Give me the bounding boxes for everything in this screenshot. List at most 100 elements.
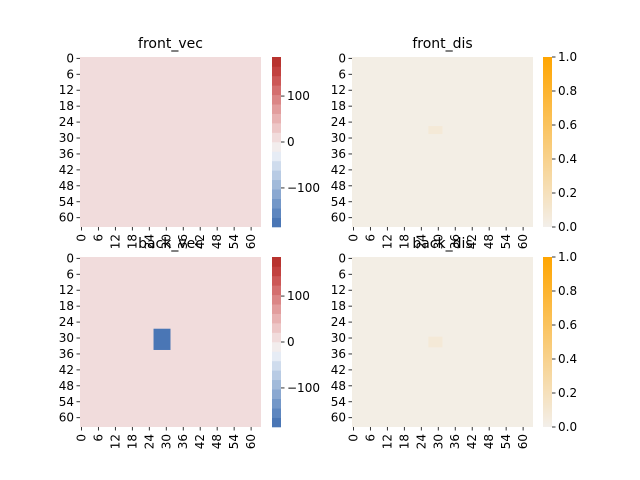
y-tick-label: 48 (59, 379, 74, 393)
heatmap-block (428, 126, 443, 135)
x-tick-label: 0 (346, 234, 360, 242)
panel-title: back_vec (138, 236, 203, 252)
colorbar-band (272, 360, 281, 371)
colorbar-band (272, 132, 281, 143)
colorbar-band (272, 417, 281, 428)
y-tick-label: 12 (59, 83, 74, 97)
x-tick-label: 42 (193, 434, 207, 449)
y-tick-label: 36 (59, 147, 74, 161)
colorbar-tick-label: 0.8 (558, 84, 577, 98)
x-tick-label: 42 (193, 234, 207, 249)
x-tick-label: 48 (210, 434, 224, 449)
y-tick-label: 36 (331, 147, 346, 161)
colorbar-band (272, 66, 281, 77)
x-tick-label: 60 (516, 434, 530, 449)
colorbar-band (272, 170, 281, 181)
y-tick-label: 30 (59, 331, 74, 345)
y-tick-label: 6 (338, 267, 346, 281)
colorbar-band (272, 379, 281, 390)
heatmap-block (153, 328, 171, 350)
colorbar-gradient (543, 57, 552, 227)
x-tick-label: 36 (448, 234, 462, 249)
colorbar-band (272, 142, 281, 152)
x-tick-label: 12 (108, 234, 122, 249)
y-tick-label: 36 (59, 347, 74, 361)
colorbar-tick-label: 0.2 (558, 186, 577, 200)
colorbar-band (272, 75, 281, 86)
y-tick-label: 48 (59, 179, 74, 193)
colorbar-band (272, 332, 281, 343)
colorbar-tick-label: 0.6 (558, 318, 577, 332)
y-tick-label: 42 (59, 163, 74, 177)
x-tick-label: 18 (397, 234, 411, 249)
x-tick-label: 36 (448, 434, 462, 449)
y-tick-label: 6 (66, 267, 74, 281)
y-tick-label: 18 (59, 99, 74, 113)
colorbar-tick-label: 1.0 (558, 50, 577, 64)
x-tick-label: 42 (465, 234, 479, 249)
x-tick-label: 12 (380, 434, 394, 449)
panel-title: front_dis (412, 36, 472, 52)
colorbar-band (272, 294, 281, 305)
y-tick-label: 42 (331, 363, 346, 377)
x-tick-label: 48 (210, 234, 224, 249)
x-tick-label: 24 (142, 434, 156, 449)
x-tick-label: 6 (91, 234, 105, 242)
x-tick-label: 60 (244, 234, 258, 249)
y-tick-label: 12 (331, 283, 346, 297)
y-tick-label: 24 (331, 315, 346, 329)
x-tick-label: 0 (74, 434, 88, 442)
colorbar-band (272, 266, 281, 277)
colorbar-tick-label: −100 (287, 181, 320, 195)
colorbar-band (272, 351, 281, 362)
y-tick-label: 48 (331, 179, 346, 193)
colorbar-band (272, 408, 281, 418)
x-tick-label: 60 (516, 234, 530, 249)
y-tick-label: 18 (331, 299, 346, 313)
y-tick-label: 30 (331, 331, 346, 345)
colorbar-band (272, 208, 281, 218)
y-tick-label: 30 (59, 131, 74, 145)
x-tick-label: 6 (91, 434, 105, 442)
y-tick-label: 30 (331, 131, 346, 145)
y-tick-label: 54 (331, 395, 346, 409)
y-tick-label: 0 (66, 51, 74, 65)
colorbar: −100 0 100 (272, 57, 320, 228)
y-tick-label: 60 (59, 411, 74, 425)
colorbar-tick-label: 1.0 (558, 250, 577, 264)
x-tick-label: 30 (159, 434, 173, 449)
x-tick-label: 24 (142, 234, 156, 249)
x-tick-label: 48 (482, 234, 496, 249)
x-tick-label: 60 (244, 434, 258, 449)
heatmap-background (80, 57, 261, 227)
y-tick-label: 54 (331, 195, 346, 209)
colorbar-band (272, 57, 281, 67)
colorbar: 0.0 0.2 0.4 0.6 0.8 1.0 (543, 50, 577, 234)
panel-title: back_dis (412, 236, 472, 252)
colorbar-band (272, 323, 281, 333)
colorbar-band (272, 113, 281, 124)
colorbar-band (272, 304, 281, 314)
colorbar-tick-label: 0.4 (558, 352, 577, 366)
y-tick-label: 0 (66, 251, 74, 265)
y-tick-label: 60 (331, 211, 346, 225)
y-tick-label: 18 (59, 299, 74, 313)
y-tick-label: 0 (338, 51, 346, 65)
colorbar-band (272, 189, 281, 199)
x-tick-label: 36 (176, 234, 190, 249)
colorbar-band (272, 398, 281, 409)
y-tick-label: 6 (338, 67, 346, 81)
x-tick-label: 0 (74, 234, 88, 242)
x-tick-label: 0 (346, 434, 360, 442)
colorbar-tick-label: 0.6 (558, 118, 577, 132)
colorbar-band (272, 370, 281, 381)
y-tick-label: 42 (59, 363, 74, 377)
y-tick-label: 54 (59, 195, 74, 209)
